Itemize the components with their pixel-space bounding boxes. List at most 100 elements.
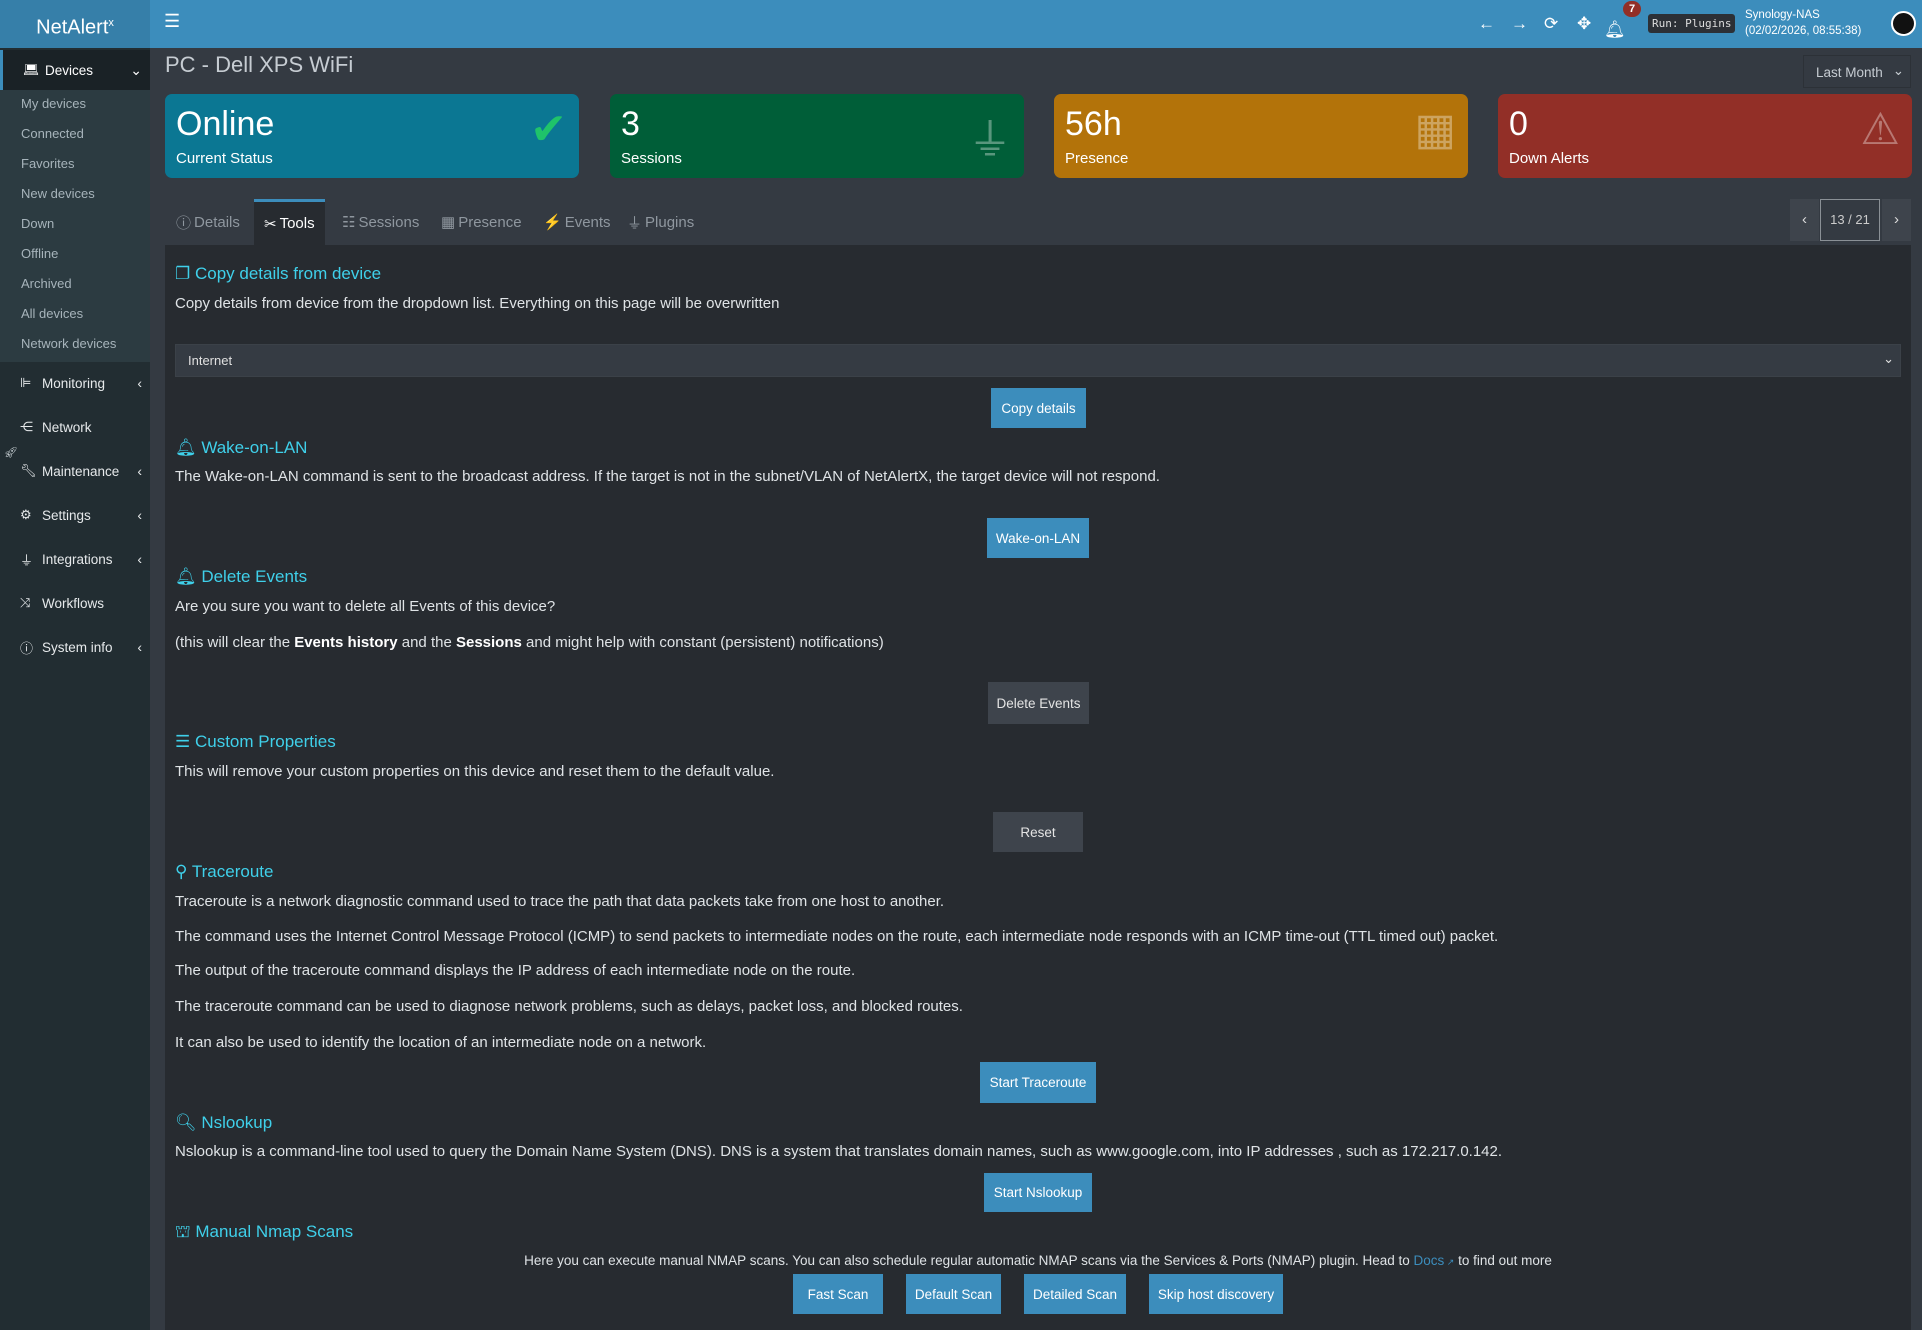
stat-value: 3 [621,105,640,143]
tab-tools[interactable]: ✂ Tools [254,199,325,245]
sidebar-subitem[interactable]: Favorites [21,156,75,171]
chevron-down-icon: ⌄ [1892,63,1904,78]
traceroute-text: It can also be used to identify the loca… [175,1034,707,1051]
avatar[interactable] [1891,11,1916,36]
wol-title: 🔔︎ Wake-on-LAN [175,438,308,457]
chart-icon: ⊫ [20,375,32,390]
app-logo[interactable]: NetAlertx [0,0,150,48]
stat-card[interactable]: Online Current Status ✔ [165,94,579,178]
copy-icon: ❐ [175,264,195,283]
sidebar-subitem[interactable]: Connected [21,126,84,141]
stat-card[interactable]: 0 Down Alerts ⚠ [1498,94,1912,178]
wol-button[interactable]: Wake-on-LAN [987,518,1089,558]
back-arrow-icon[interactable]: ← [1478,14,1495,33]
start-traceroute-button[interactable]: Start Traceroute [980,1062,1096,1103]
start-nslookup-button[interactable]: Start Nslookup [984,1173,1092,1212]
nslookup-title: 🔍︎ Nslookup [175,1113,273,1132]
default-scan-button[interactable]: Default Scan [906,1274,1001,1314]
hamburger-icon[interactable]: ☰ [164,11,181,31]
sidebar-item-network[interactable]: ⋲ Network [20,419,92,435]
sidebar-item-integrations[interactable]: ⏚ Integrations ‹ [20,551,142,568]
bolt-icon: ⚡ [543,214,562,231]
chevron-left-icon: ‹ [137,463,142,479]
stat-label: Presence [1065,150,1129,167]
device-select[interactable]: Internet ⌄ [175,344,1901,377]
sidebar-subitem[interactable]: Down [21,216,55,231]
stat-label: Current Status [176,150,273,167]
traceroute-text: The output of the traceroute command dis… [175,962,856,979]
delete-events-title: 🔔︎ Delete Events [175,567,308,586]
devices-submenu [0,90,150,362]
prev-device-button[interactable]: ‹ [1790,199,1819,241]
forward-arrow-icon[interactable]: → [1511,14,1528,33]
tab-events[interactable]: ⚡ Events [543,213,611,232]
plug-icon: ⏚ [20,552,34,568]
sidebar-item-system-info[interactable]: ⓘ System info ‹ [20,639,142,656]
reset-button[interactable]: Reset [993,812,1083,852]
tab-details[interactable]: ⓘ Details [176,213,240,232]
wol-text: The Wake-on-LAN command is sent to the b… [175,468,1160,485]
copy-details-text: Copy details from device from the dropdo… [175,295,780,312]
sidebar-item-maintenance[interactable]: 🔧︎ Maintenance ‹ [20,463,142,479]
run-status: Run: Plugins [1648,14,1736,33]
sidebar-item-workflows[interactable]: ⤨ Workflows [20,595,105,611]
sidebar: 💻︎ Devices ⌄ My devices Connected Favorites N… [0,48,150,1330]
sidebar-item-monitoring[interactable]: ⊫ Monitoring ‹ [20,375,142,391]
warning-icon: ⚠ [1860,105,1900,154]
laptop-icon: 💻︎ [23,62,40,77]
sidebar-subitem[interactable]: All devices [21,306,84,321]
plug-icon: ⏚ [627,214,643,232]
next-device-button[interactable]: › [1882,199,1911,241]
notification-badge: 7 [1623,1,1641,17]
bell-icon: 🔔︎ [175,438,202,457]
traceroute-text: Traceroute is a network diagnostic comma… [175,893,945,910]
sitemap-icon: ⋲ [20,419,33,434]
chevron-left-icon: ‹ [137,551,142,567]
device-counter: 13 / 21 [1820,199,1880,241]
tab-plugins[interactable]: ⏚ Plugins [627,213,695,232]
stat-card[interactable]: 56h Presence ▦ [1054,94,1468,178]
period-select[interactable]: Last Month ⌄ [1803,55,1911,88]
skip-host-discovery-button[interactable]: Skip host discovery [1149,1274,1283,1314]
bell-icon: 🔔︎ [175,567,202,586]
detailed-scan-button[interactable]: Detailed Scan [1024,1274,1126,1314]
sidebar-item-devices[interactable]: 💻︎ Devices ⌄ [0,50,150,90]
delete-events-text: Are you sure you want to delete all Even… [175,598,556,615]
sidebar-subitem[interactable]: My devices [21,96,87,111]
stat-value: Online [176,105,275,143]
rocket-icon: 🚀︎ [4,447,18,459]
stat-value: 56h [1065,105,1122,143]
tab-sessions[interactable]: ☷ Sessions [342,213,420,232]
stat-label: Down Alerts [1509,150,1590,167]
move-icon[interactable]: ✥ [1577,14,1592,33]
copy-details-button[interactable]: Copy details [991,388,1086,428]
sidebar-subitem[interactable]: Network devices [21,336,117,351]
copy-details-title: ❐ Copy details from device [175,264,382,283]
stat-card[interactable]: 3 Sessions ⏚ [610,94,1024,178]
info-icon: ⓘ [20,640,34,656]
delete-events-button[interactable]: Delete Events [988,682,1089,724]
chevron-down-icon: ⌄ [1883,351,1894,366]
gear-icon: ⚙ [20,507,32,522]
fast-scan-button[interactable]: Fast Scan [793,1274,883,1314]
traceroute-text: The command uses the Internet Control Me… [175,928,1499,945]
refresh-icon[interactable]: ⟳ [1544,14,1559,33]
sidebar-subitem[interactable]: Archived [21,276,72,291]
docs-link[interactable]: Docs [1413,1253,1445,1268]
delete-events-note: (this will clear the Events history and … [175,634,884,651]
bell-icon[interactable]: 🔔︎ [1604,20,1626,39]
sidebar-item-settings[interactable]: ⚙ Settings ‹ [20,507,142,523]
list-icon: ☷ [342,214,356,231]
sidebar-subitem[interactable]: Offline [21,246,59,261]
tab-presence[interactable]: ▦ Presence [441,213,522,232]
sidebar-subitem[interactable]: New devices [21,186,95,201]
host-info: Synology-NAS (02/02/2026, 08:55:38) [1745,7,1861,39]
wrench-icon: 🔧︎ [20,463,37,478]
traceroute-text: The traceroute command can be used to di… [175,998,963,1015]
calendar-icon: ▦ [1414,105,1456,154]
page-title: PC - Dell XPS WiFi [165,52,354,77]
calendar-icon: ▦ [441,214,456,231]
search-icon: 🔍︎ [175,1113,202,1132]
nmap-text: Here you can execute manual NMAP scans. … [524,1253,1552,1268]
host-datetime: (02/02/2026, 08:55:38) [1745,25,1862,37]
